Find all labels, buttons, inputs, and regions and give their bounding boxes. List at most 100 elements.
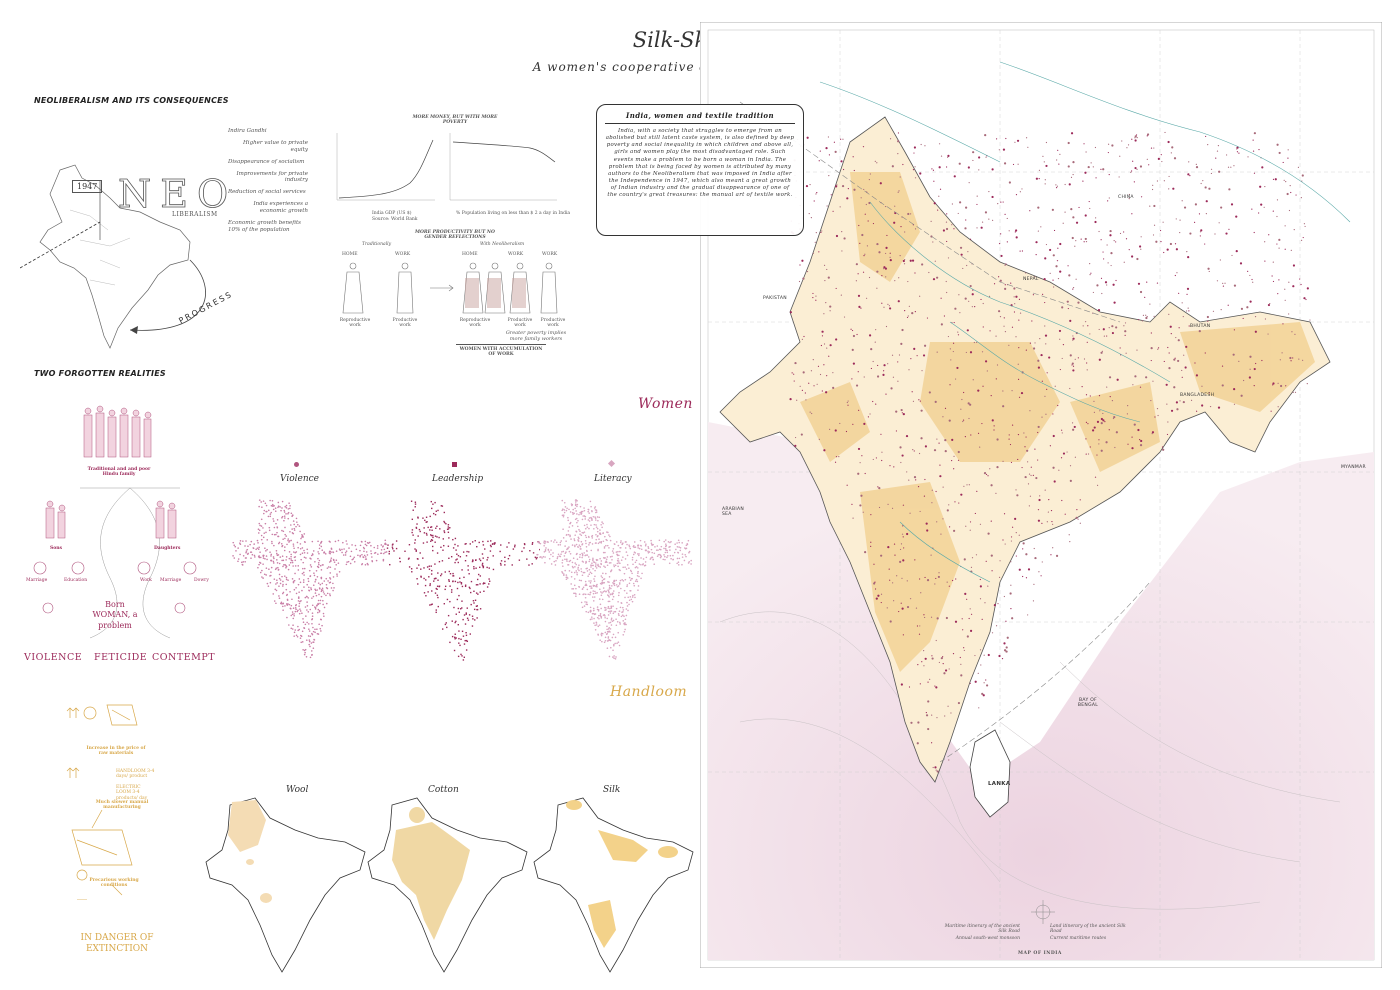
map-dot <box>1309 319 1311 321</box>
map-dot <box>295 551 298 553</box>
map-dot <box>256 547 259 549</box>
map-dot <box>574 501 577 503</box>
map-dot <box>1108 327 1110 329</box>
map-dot <box>984 360 988 363</box>
map-dot <box>989 330 991 332</box>
map-dot <box>428 576 430 578</box>
map-dot <box>1294 333 1296 336</box>
map-dot <box>610 617 613 620</box>
map-dot <box>586 554 589 556</box>
map-dot <box>857 273 859 275</box>
map-dot <box>315 594 318 597</box>
map-dot <box>953 455 955 457</box>
map-dot <box>299 553 302 556</box>
map-dot <box>552 541 555 543</box>
map-dot <box>878 506 881 509</box>
map-dot <box>640 548 643 551</box>
map-dot <box>947 335 950 338</box>
map-dot <box>835 456 838 458</box>
map-dot <box>1146 281 1148 283</box>
map-dot <box>602 532 604 535</box>
map-dot <box>918 633 921 635</box>
map-dot <box>443 531 446 534</box>
map-dot <box>1177 339 1180 342</box>
map-dot <box>1018 298 1021 300</box>
family-figures <box>83 405 152 458</box>
map-dot <box>901 412 903 414</box>
map-dot <box>1236 146 1239 149</box>
extinction-warning: IN DANGER OF EXTINCTION <box>80 933 154 954</box>
map-dot <box>600 591 602 593</box>
map-dot <box>935 490 937 493</box>
map-dot <box>1027 568 1031 571</box>
map-dot <box>580 511 583 514</box>
mini-chart-title: MORE MONEY, BUT WITH MORE POVERTY <box>412 115 498 126</box>
map-dot <box>1050 509 1053 512</box>
label-lanka: LANKA <box>988 781 1011 787</box>
map-dot <box>289 504 291 507</box>
map-dot <box>587 508 590 511</box>
cotton-map-title: Cotton <box>428 785 459 795</box>
map-dot <box>330 559 332 561</box>
map-dot <box>579 545 582 548</box>
map-dot <box>933 449 937 452</box>
map-dot <box>825 146 828 150</box>
leadership-dot-map <box>386 500 540 661</box>
map-dot <box>1104 281 1108 284</box>
map-dot <box>960 408 962 410</box>
map-dot <box>320 595 323 598</box>
map-dot <box>612 633 615 636</box>
map-dot <box>906 605 910 609</box>
map-dot <box>889 252 891 254</box>
map-dot <box>605 544 607 547</box>
info-box: India, women and textile tradition India… <box>596 104 804 236</box>
map-dot <box>1127 144 1130 146</box>
map-dot <box>610 624 613 626</box>
map-dot <box>1162 221 1164 223</box>
map-dot <box>317 611 319 614</box>
map-dot <box>583 605 586 607</box>
map-dot <box>451 635 454 638</box>
map-dot <box>899 548 902 551</box>
map-dot <box>1079 499 1081 501</box>
map-dot <box>872 400 874 403</box>
map-dot <box>1139 439 1141 441</box>
map-dot <box>901 577 903 579</box>
map-dot <box>586 570 589 572</box>
map-dot <box>650 557 652 559</box>
map-dot <box>1010 608 1012 610</box>
map-dot <box>265 567 268 569</box>
map-dot <box>567 530 570 532</box>
map-dot <box>260 518 263 521</box>
map-dot <box>974 512 976 515</box>
map-dot <box>617 565 619 568</box>
map-dot <box>847 400 849 402</box>
map-dot <box>504 564 506 566</box>
map-dot <box>841 250 843 252</box>
map-dot <box>461 569 463 571</box>
map-dot <box>1011 424 1014 426</box>
map-dot <box>276 531 278 534</box>
map-dot <box>473 567 475 570</box>
map-dot <box>285 535 288 537</box>
label-myanmar: MYANMAR <box>1341 465 1366 470</box>
map-dot <box>1174 357 1176 359</box>
map-dot <box>289 531 291 533</box>
map-dot <box>651 543 653 546</box>
map-dot <box>448 557 450 560</box>
map-dot <box>885 325 888 328</box>
map-dot <box>1096 484 1099 486</box>
map-dot <box>675 548 677 551</box>
map-dot <box>302 648 304 651</box>
map-dot <box>889 465 891 467</box>
map-dot <box>543 550 546 553</box>
map-dot <box>969 682 971 684</box>
map-dot <box>1088 200 1090 203</box>
map-dot <box>561 509 563 512</box>
map-dot <box>566 560 568 562</box>
map-dot <box>601 598 604 601</box>
map-dot <box>465 612 467 614</box>
map-dot <box>1305 298 1307 301</box>
map-dot <box>1146 135 1148 137</box>
map-dot <box>1111 325 1114 328</box>
